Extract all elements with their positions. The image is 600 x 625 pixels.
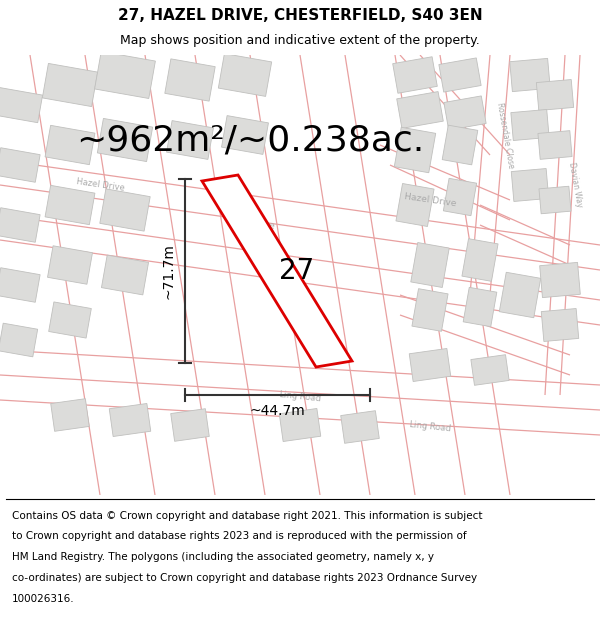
Text: 27, HAZEL DRIVE, CHESTERFIELD, S40 3EN: 27, HAZEL DRIVE, CHESTERFIELD, S40 3EN — [118, 8, 482, 23]
Polygon shape — [100, 189, 150, 231]
Polygon shape — [51, 399, 89, 431]
Text: Ling Road: Ling Road — [409, 421, 451, 434]
Polygon shape — [167, 121, 214, 159]
Text: 27: 27 — [280, 257, 314, 285]
Polygon shape — [165, 59, 215, 101]
Polygon shape — [394, 127, 436, 172]
Text: HM Land Registry. The polygons (including the associated geometry, namely x, y: HM Land Registry. The polygons (includin… — [12, 552, 434, 562]
Polygon shape — [411, 242, 449, 288]
Text: Hazel Drive: Hazel Drive — [403, 192, 457, 208]
Polygon shape — [45, 126, 95, 164]
Polygon shape — [396, 184, 434, 226]
Polygon shape — [539, 262, 580, 298]
Polygon shape — [511, 169, 549, 201]
Polygon shape — [462, 239, 498, 281]
Polygon shape — [279, 409, 321, 441]
Polygon shape — [218, 54, 272, 96]
Polygon shape — [0, 268, 40, 302]
Text: co-ordinates) are subject to Crown copyright and database rights 2023 Ordnance S: co-ordinates) are subject to Crown copyr… — [12, 573, 477, 583]
Polygon shape — [202, 175, 352, 367]
Text: ~71.7m: ~71.7m — [162, 243, 176, 299]
Text: Davian Way: Davian Way — [566, 162, 583, 208]
Polygon shape — [45, 186, 95, 224]
Polygon shape — [443, 178, 476, 216]
Polygon shape — [499, 272, 541, 318]
Polygon shape — [536, 79, 574, 111]
Polygon shape — [409, 349, 451, 381]
Polygon shape — [95, 51, 155, 99]
Text: 100026316.: 100026316. — [12, 594, 74, 604]
Polygon shape — [471, 355, 509, 385]
Polygon shape — [392, 57, 437, 93]
Polygon shape — [463, 288, 497, 327]
Text: ~44.7m: ~44.7m — [250, 404, 305, 418]
Polygon shape — [510, 58, 550, 92]
Text: Hazel Drive: Hazel Drive — [75, 177, 125, 193]
Polygon shape — [97, 118, 152, 162]
Polygon shape — [47, 246, 92, 284]
Polygon shape — [43, 63, 98, 107]
Polygon shape — [541, 309, 579, 341]
Polygon shape — [221, 116, 268, 154]
Text: Ling Road: Ling Road — [279, 391, 321, 404]
Polygon shape — [397, 92, 443, 128]
Text: Rossendale Close: Rossendale Close — [495, 101, 515, 169]
Polygon shape — [0, 208, 40, 242]
Text: Map shows position and indicative extent of the property.: Map shows position and indicative extent… — [120, 34, 480, 48]
Polygon shape — [442, 125, 478, 165]
Polygon shape — [109, 404, 151, 436]
Polygon shape — [444, 96, 486, 130]
Polygon shape — [0, 323, 38, 357]
Polygon shape — [538, 131, 572, 159]
Polygon shape — [0, 148, 40, 182]
Polygon shape — [0, 88, 43, 122]
Text: Hazel Drive: Hazel Drive — [225, 215, 275, 231]
Text: ~962m²/~0.238ac.: ~962m²/~0.238ac. — [76, 123, 424, 157]
Polygon shape — [412, 289, 448, 331]
Polygon shape — [511, 109, 549, 141]
Polygon shape — [539, 186, 571, 214]
Polygon shape — [101, 255, 149, 295]
Polygon shape — [439, 58, 481, 92]
Polygon shape — [341, 411, 379, 443]
Polygon shape — [171, 409, 209, 441]
Text: to Crown copyright and database rights 2023 and is reproduced with the permissio: to Crown copyright and database rights 2… — [12, 531, 467, 541]
Polygon shape — [49, 302, 91, 338]
Text: Contains OS data © Crown copyright and database right 2021. This information is : Contains OS data © Crown copyright and d… — [12, 511, 482, 521]
